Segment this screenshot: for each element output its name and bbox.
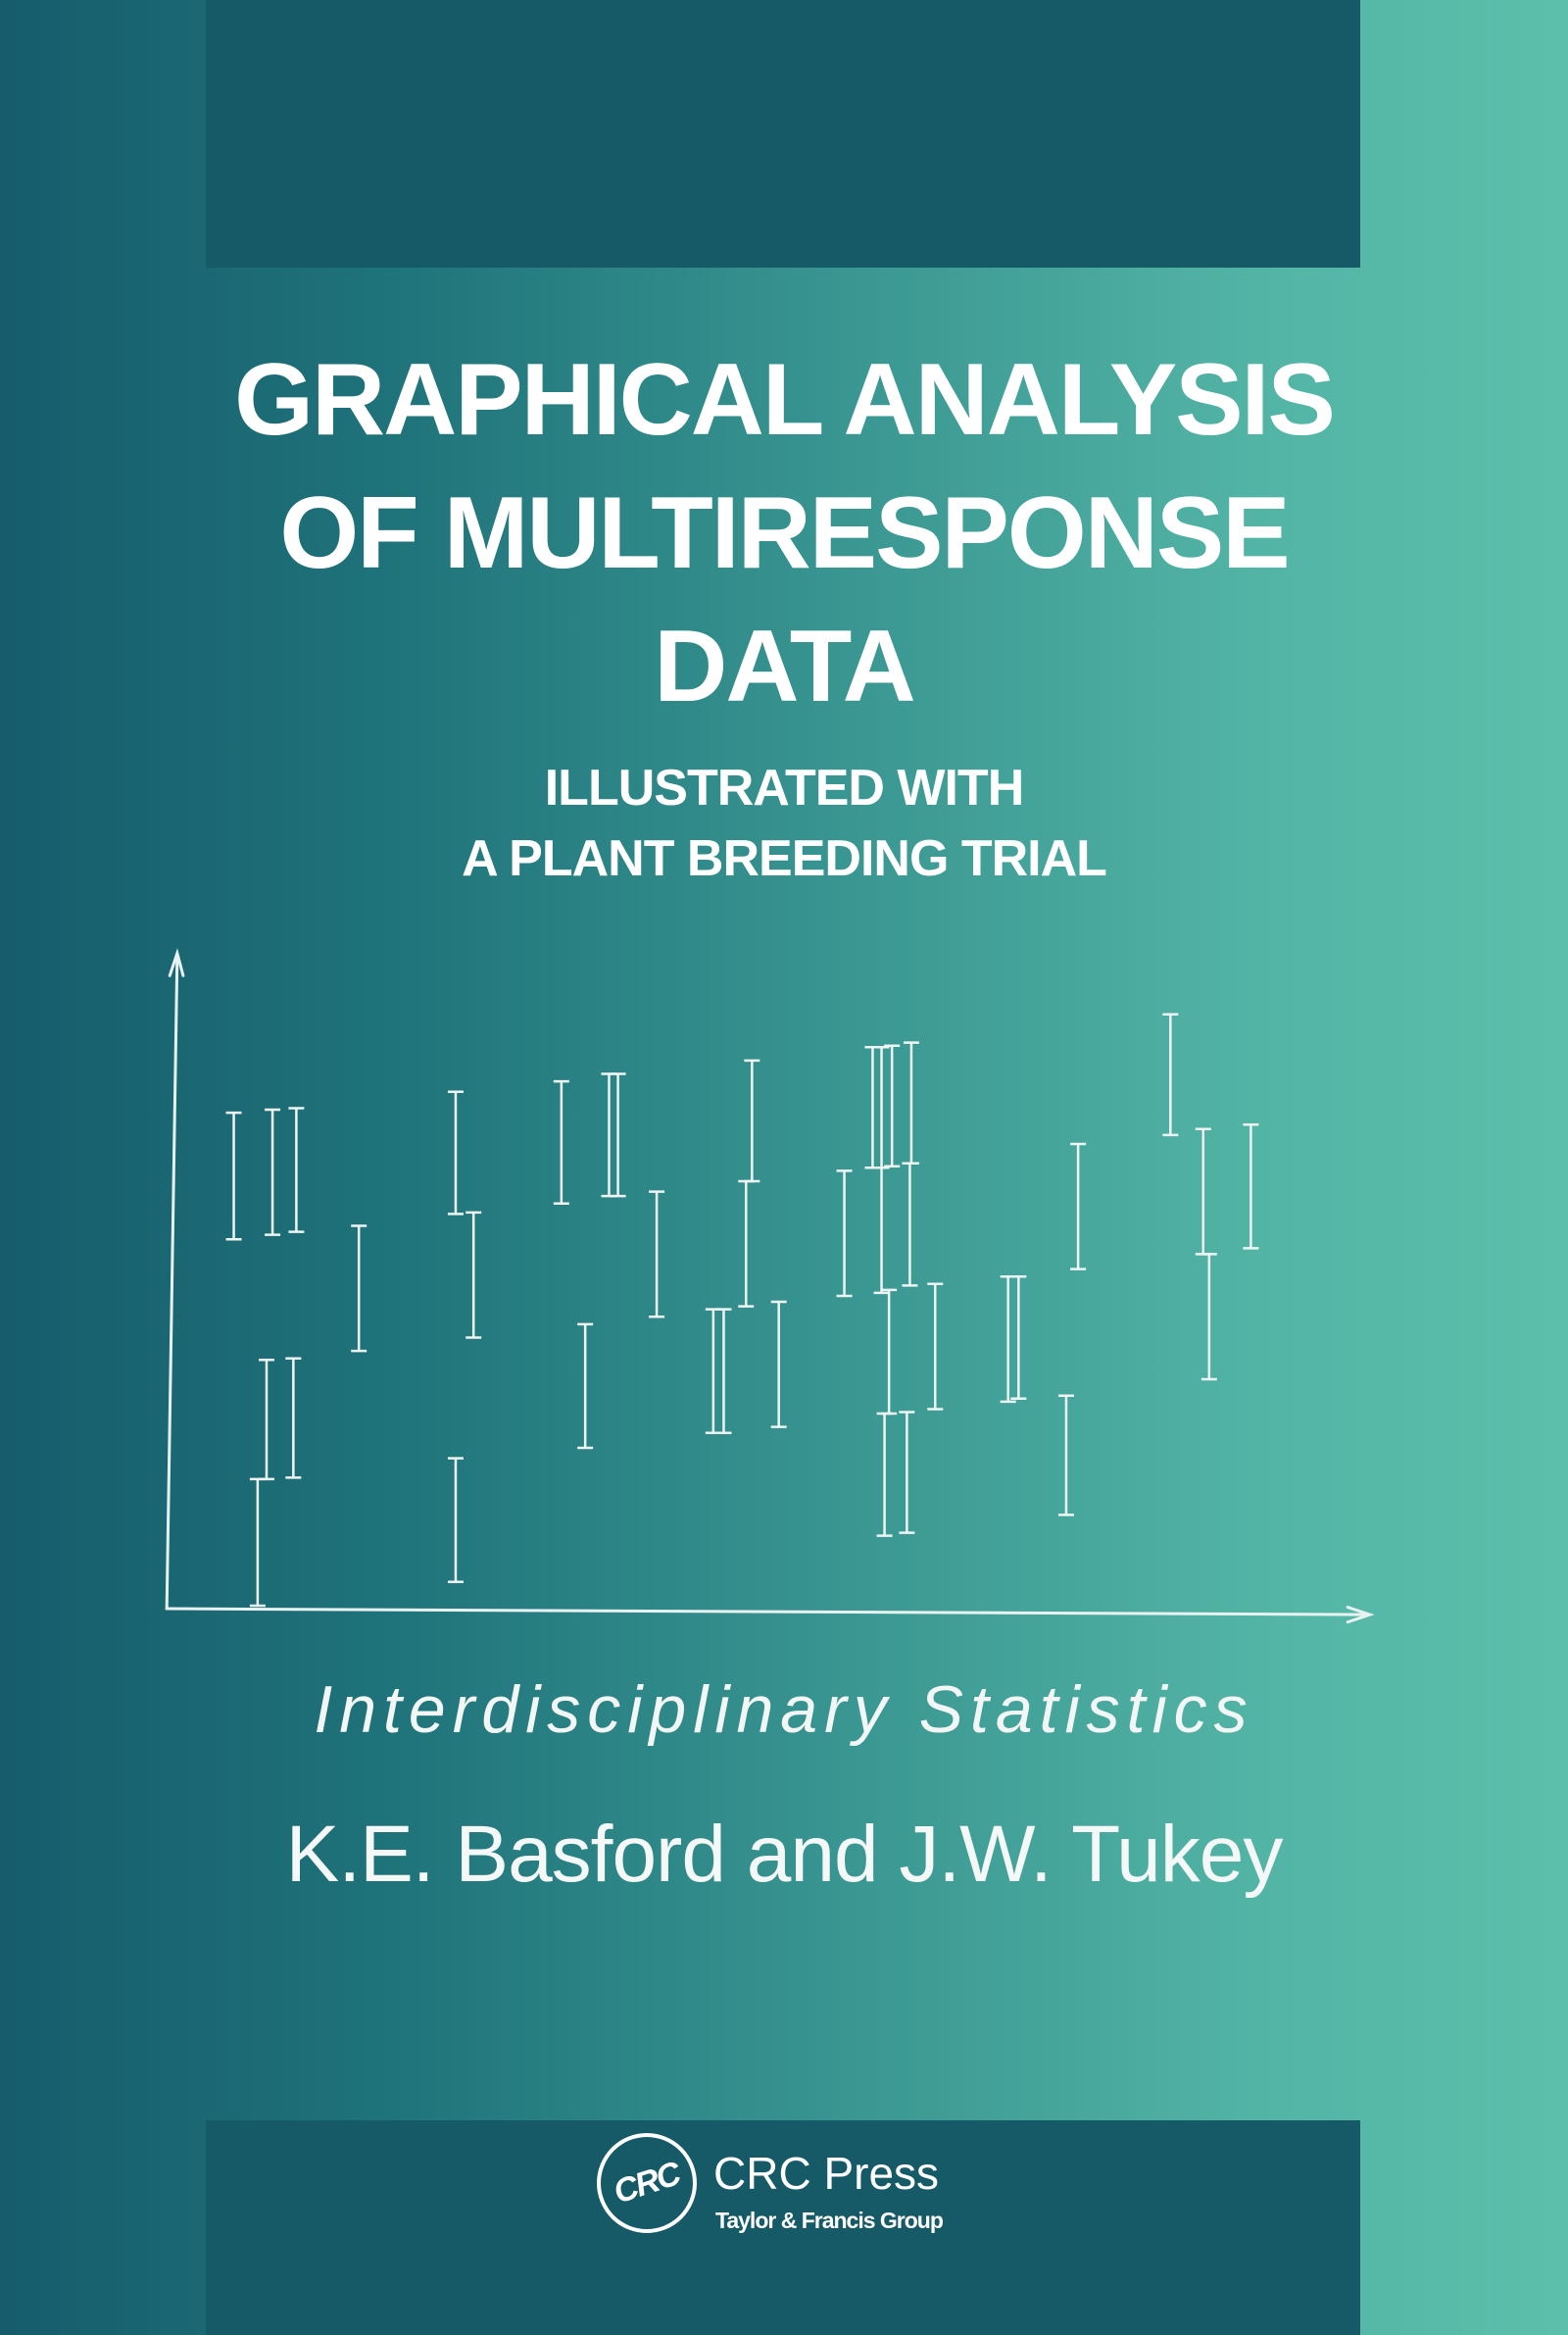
bottom-band xyxy=(206,2120,1360,2335)
top-band xyxy=(206,0,1360,268)
subtitle-line: A PLANT BREEDING TRIAL xyxy=(462,830,1107,887)
title-line: GRAPHICAL ANALYSIS xyxy=(234,343,1336,457)
crc-logo-icon: CRC xyxy=(597,2133,697,2233)
title-line: DATA xyxy=(654,610,915,723)
publisher-group: Taylor & Francis Group xyxy=(715,2208,944,2233)
publisher-name: CRC Press xyxy=(713,2148,940,2199)
title-line: OF MULTIRESPONSE xyxy=(279,476,1290,590)
x-axis-arrow-icon xyxy=(1346,1606,1375,1624)
crc-logo-mark: CRC xyxy=(609,2154,684,2211)
subtitle-line: ILLUSTRATED WITH xyxy=(544,760,1025,817)
y-axis xyxy=(165,955,179,1611)
book-title: GRAPHICAL ANALYSIS OF MULTIRESPONSE DATA xyxy=(0,333,1568,733)
authors: K.E. Basford and J.W. Tukey xyxy=(285,1810,1284,1899)
book-subtitle: ILLUSTRATED WITH A PLANT BREEDING TRIAL xyxy=(0,753,1568,894)
y-axis-arrow-icon xyxy=(168,948,185,977)
series-name: Interdisciplinary Statistics xyxy=(314,1672,1254,1747)
interval-plot-illustration xyxy=(165,948,1375,1624)
x-axis xyxy=(165,1607,1369,1616)
